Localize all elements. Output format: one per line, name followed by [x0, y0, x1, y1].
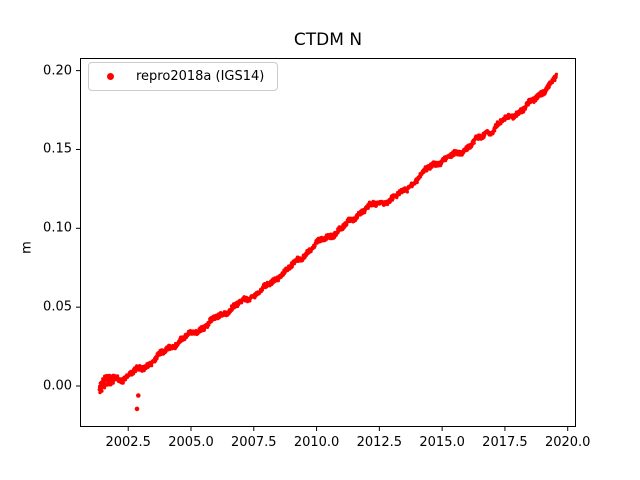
y-tick-label: 0.10	[43, 220, 72, 236]
scatter-series	[97, 72, 559, 412]
x-tick-label: 2002.5	[105, 435, 151, 450]
legend: repro2018a (IGS14)	[88, 62, 279, 91]
x-tick-label: 2007.5	[231, 435, 277, 450]
y-tick-label: 0.00	[43, 378, 72, 394]
legend-marker-dot	[107, 73, 114, 80]
x-tick-label: 2020.0	[544, 435, 591, 450]
x-tick-label: 2017.5	[482, 435, 528, 450]
legend-entry-label: repro2018a (IGS14)	[136, 69, 265, 84]
y-tick-label: 0.20	[43, 63, 72, 79]
x-tick-label: 2015.0	[419, 435, 465, 450]
y-tick-label: 0.15	[43, 141, 72, 157]
x-tick-label: 2012.5	[356, 435, 403, 450]
x-tick-label: 2005.0	[168, 435, 214, 450]
y-tick-label: 0.05	[43, 299, 72, 315]
chart-title: CTDM N	[293, 30, 363, 50]
x-tick-label: 2010.0	[293, 435, 340, 450]
